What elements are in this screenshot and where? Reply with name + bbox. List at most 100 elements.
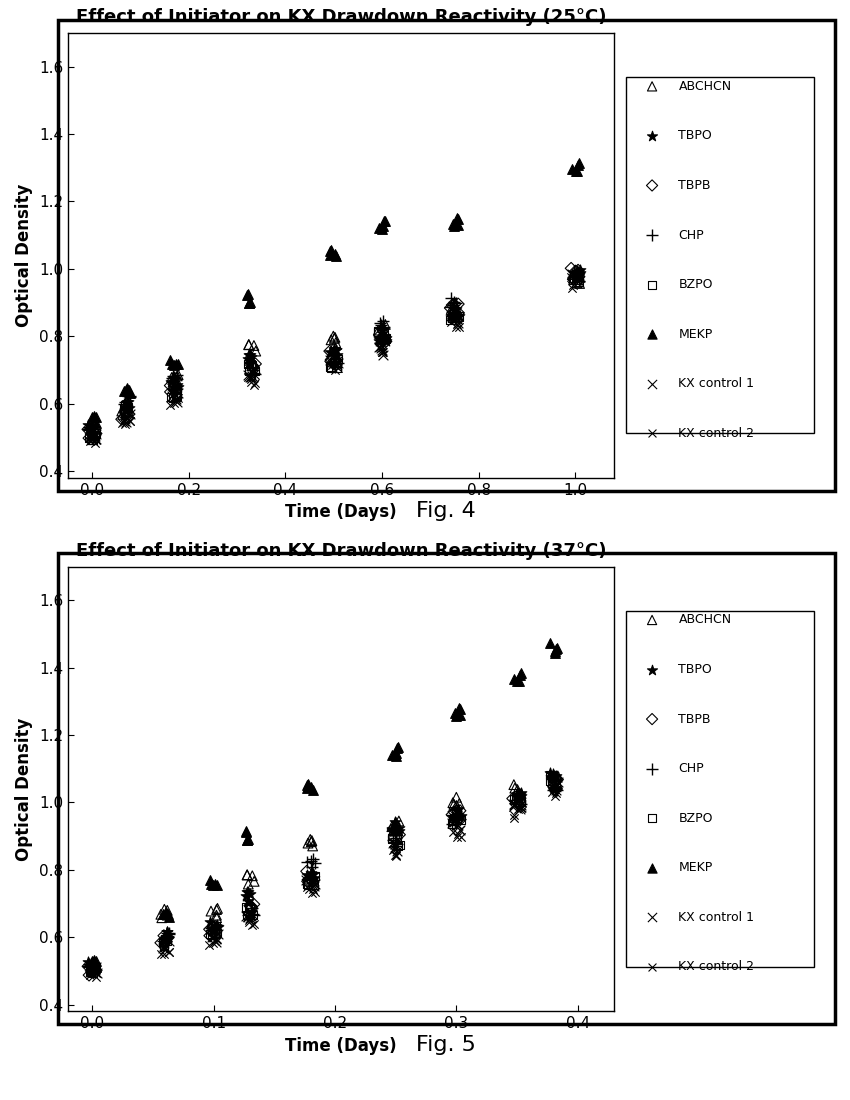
Point	[328, 329, 342, 346]
Point	[567, 268, 581, 286]
Point	[325, 331, 338, 349]
Point	[376, 328, 389, 345]
Point	[444, 299, 457, 317]
Point	[444, 311, 457, 329]
Point	[645, 909, 659, 926]
Point	[514, 799, 528, 816]
Point	[513, 799, 527, 816]
Point	[118, 407, 132, 425]
Point	[445, 307, 459, 324]
Point	[88, 429, 101, 447]
Point	[207, 918, 220, 936]
Point	[386, 746, 400, 763]
Point	[88, 434, 102, 452]
Point	[119, 396, 133, 414]
Point	[446, 794, 460, 812]
Point	[509, 789, 523, 806]
Point	[377, 330, 391, 348]
Point	[453, 706, 467, 724]
Point	[86, 417, 99, 434]
Point	[510, 792, 524, 810]
Point	[170, 393, 184, 410]
Point	[84, 429, 98, 447]
Point	[300, 776, 314, 793]
Point	[507, 776, 521, 793]
Point	[243, 368, 257, 386]
Point	[167, 388, 180, 406]
Point	[120, 397, 133, 415]
Point	[551, 773, 564, 791]
Point	[565, 278, 579, 296]
Point	[211, 876, 224, 893]
Point	[452, 307, 466, 324]
Point	[249, 355, 263, 373]
Point	[444, 289, 457, 307]
Point	[161, 902, 174, 920]
Point	[119, 408, 133, 426]
Point	[450, 816, 464, 834]
Point	[446, 813, 460, 830]
Point	[168, 382, 182, 399]
Point	[387, 842, 400, 859]
Point	[546, 764, 559, 782]
Point	[454, 828, 468, 846]
Point	[303, 864, 317, 881]
Point	[445, 309, 458, 327]
Point	[391, 739, 405, 757]
Point	[564, 268, 578, 286]
Point	[572, 268, 586, 286]
Point	[210, 930, 224, 947]
Point	[82, 957, 95, 975]
Point	[243, 909, 257, 926]
Y-axis label: Optical Density: Optical Density	[15, 184, 33, 327]
Point	[123, 388, 137, 406]
Point	[385, 818, 399, 836]
Point	[241, 368, 255, 386]
Point	[447, 795, 461, 813]
Point	[160, 928, 173, 946]
Point	[301, 854, 314, 871]
Point	[645, 326, 659, 343]
Point	[240, 822, 253, 839]
Point	[507, 796, 521, 814]
Point	[204, 902, 218, 920]
X-axis label: Time (Days): Time (Days)	[286, 1036, 397, 1055]
Point	[171, 365, 184, 383]
Point	[548, 767, 562, 784]
Point	[379, 332, 393, 350]
Point	[450, 802, 463, 820]
Point	[207, 928, 221, 946]
Point	[115, 410, 128, 428]
Point	[207, 918, 220, 936]
Point	[165, 368, 178, 386]
Point	[389, 822, 403, 839]
Point	[82, 957, 95, 975]
Point	[247, 895, 261, 913]
Point	[511, 789, 524, 806]
Point	[164, 388, 178, 406]
Point	[241, 883, 255, 901]
Point	[301, 871, 314, 889]
Text: TBPB: TBPB	[678, 179, 711, 192]
Point	[83, 964, 97, 981]
Point	[122, 399, 135, 417]
Point	[645, 859, 659, 877]
Point	[206, 925, 219, 943]
Point	[543, 767, 557, 784]
Point	[202, 936, 216, 954]
Point	[170, 367, 184, 385]
Point	[446, 296, 460, 314]
Point	[331, 352, 344, 370]
Point	[329, 350, 343, 367]
Point	[645, 78, 659, 96]
Point	[571, 270, 585, 287]
Point	[304, 872, 318, 890]
Point	[548, 642, 562, 660]
Point	[118, 404, 132, 421]
Point	[386, 821, 400, 838]
Point	[386, 821, 400, 838]
Point	[82, 428, 96, 446]
Point	[165, 370, 178, 387]
Point	[331, 360, 344, 377]
Point	[81, 417, 94, 434]
